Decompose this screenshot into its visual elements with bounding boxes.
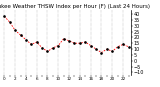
- Title: Milwaukee Weather THSW Index per Hour (F) (Last 24 Hours): Milwaukee Weather THSW Index per Hour (F…: [0, 4, 150, 9]
